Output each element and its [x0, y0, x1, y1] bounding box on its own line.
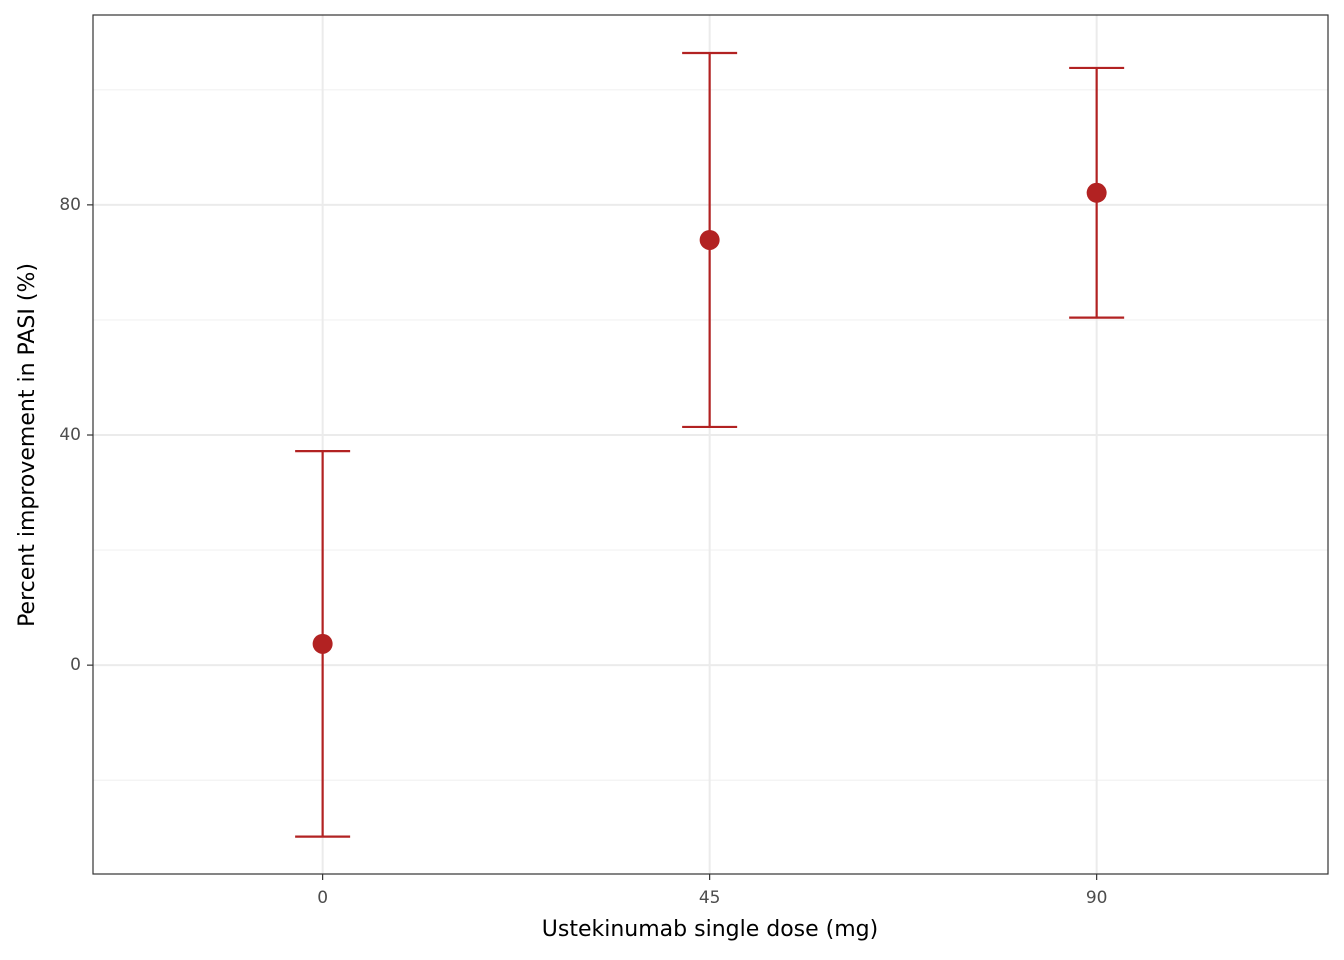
panel-border [92, 14, 1329, 875]
x-tick-label: 0 [317, 888, 328, 908]
y-tick-label: 0 [70, 655, 81, 675]
x-tick-label: 45 [699, 888, 721, 908]
point [312, 633, 333, 654]
x-axis-title: Ustekinumab single dose (mg) [542, 917, 878, 942]
point [1086, 182, 1107, 203]
y-tick-label: 80 [59, 195, 81, 215]
x-tick-label: 90 [1086, 888, 1108, 908]
y-axis-title: Percent improvement in PASI (%) [15, 263, 40, 627]
point [699, 229, 720, 250]
y-tick-label: 40 [59, 425, 81, 445]
